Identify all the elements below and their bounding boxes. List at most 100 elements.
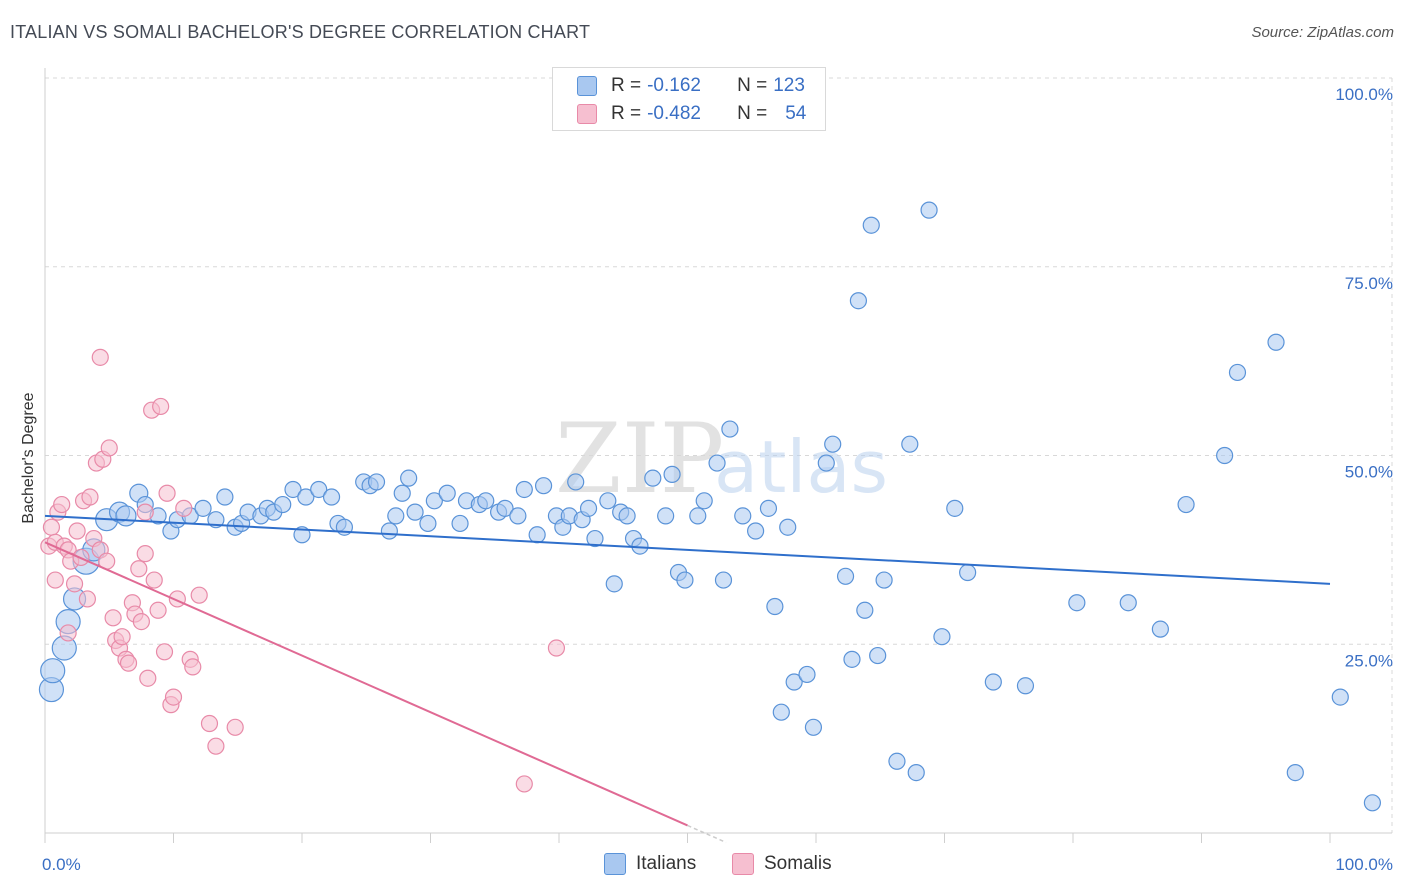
italians-point (843, 650, 861, 668)
italians-point (274, 495, 292, 514)
legend-n-value: 54 (785, 103, 807, 124)
trend-lines (44, 514, 1331, 844)
italians-point (785, 673, 803, 691)
somalis-point (46, 571, 64, 589)
italians-point (618, 507, 636, 525)
italians-point (438, 484, 456, 502)
italians-point (1068, 594, 1086, 612)
italians-point (216, 488, 234, 506)
somalis-points (40, 348, 566, 793)
italians-trend-line (44, 514, 1331, 585)
somalis-point (136, 503, 154, 521)
somalis-point (200, 714, 219, 733)
somalis-point (190, 586, 208, 604)
bottom-legend-italians: Italians (604, 851, 696, 877)
italians-point (509, 507, 527, 525)
italians-point (1177, 495, 1195, 514)
legend-n-key: N = (737, 103, 768, 124)
italians-point (387, 507, 405, 525)
somalis-point (164, 688, 183, 706)
somalis-point (175, 499, 193, 517)
italians-point (194, 499, 212, 517)
tick-labels: 25.0% 50.0% 75.0% 100.0% 0.0% 100.0% (42, 85, 1393, 874)
italians-point (599, 492, 617, 510)
italians-point (901, 435, 919, 453)
somalis-point (547, 639, 566, 657)
italians-point (567, 473, 585, 491)
italians-point (400, 469, 418, 487)
somalis-trend-extension (687, 824, 727, 844)
watermark-zip: ZIP (555, 403, 724, 515)
italians-point (907, 763, 925, 782)
italians-point (766, 597, 784, 616)
italians-point (586, 529, 604, 548)
italians-point (1228, 363, 1247, 382)
bottom-legend-somalis: Somalis (732, 851, 832, 877)
italians-point (515, 480, 533, 499)
italians-point (721, 420, 739, 438)
somalis-point (100, 439, 118, 457)
italians-point (207, 511, 225, 529)
italians-point (759, 499, 778, 517)
somalis-point (226, 718, 244, 736)
italians-point (579, 499, 598, 517)
somalis-point (81, 488, 99, 506)
somalis-point (59, 624, 77, 642)
italians-label: Italians (636, 853, 697, 874)
watermark-atlas: atlas (714, 425, 888, 509)
italians-swatch (604, 853, 626, 875)
source-label: Source: ZipAtlas.com (1251, 24, 1394, 41)
italians-point (798, 665, 816, 684)
somalis-point (104, 609, 122, 627)
italians-point (875, 571, 893, 589)
italians-point (920, 201, 938, 219)
y-tick-label: 75.0% (1345, 274, 1393, 293)
italians-point (869, 646, 887, 665)
italians-point (836, 567, 855, 585)
italians-point (496, 499, 514, 517)
italians-point (284, 480, 302, 499)
italians-point (528, 526, 546, 544)
italians-point (663, 465, 681, 483)
italians-point (393, 484, 411, 502)
y-axis-title: Bachelor's Degree (20, 392, 37, 523)
somalis-swatch (577, 104, 597, 124)
y-tick-label: 100.0% (1335, 85, 1393, 104)
italians-point (451, 514, 469, 533)
italians-point (1363, 794, 1382, 812)
italians-point (322, 488, 341, 506)
italians-point (817, 454, 835, 472)
italians-point (772, 703, 790, 721)
axes (44, 68, 1392, 843)
y-tick-label: 50.0% (1345, 463, 1393, 482)
italians-points (38, 201, 1382, 812)
italians-point (849, 292, 868, 310)
italians-point (824, 435, 842, 453)
italians-point (1216, 446, 1234, 465)
italians-point (1331, 688, 1349, 706)
italians-point (888, 752, 906, 770)
italians-point (644, 469, 662, 487)
somalis-label: Somalis (764, 853, 832, 874)
somalis-point (113, 628, 131, 646)
italians-point (380, 522, 398, 540)
correlation-legend: R = -0.162 N = 123 R = -0.482 N = 54 (552, 67, 826, 131)
somalis-point (158, 484, 176, 502)
somalis-point (68, 522, 86, 540)
somalis-point (152, 397, 170, 416)
italians-point (689, 507, 707, 525)
legend-row-italians: R = -0.162 N = 123 (577, 73, 805, 99)
italians-point (1016, 677, 1035, 695)
y-tick-label: 25.0% (1345, 651, 1393, 670)
italians-point (534, 477, 553, 495)
italians-point (425, 492, 443, 510)
italians-point (657, 507, 675, 525)
somalis-point (65, 575, 84, 593)
italians-point (367, 473, 386, 491)
italians-point (714, 571, 733, 589)
italians-point (477, 492, 495, 510)
italians-point (419, 514, 437, 533)
somalis-point (130, 560, 148, 578)
italians-point (747, 522, 765, 540)
